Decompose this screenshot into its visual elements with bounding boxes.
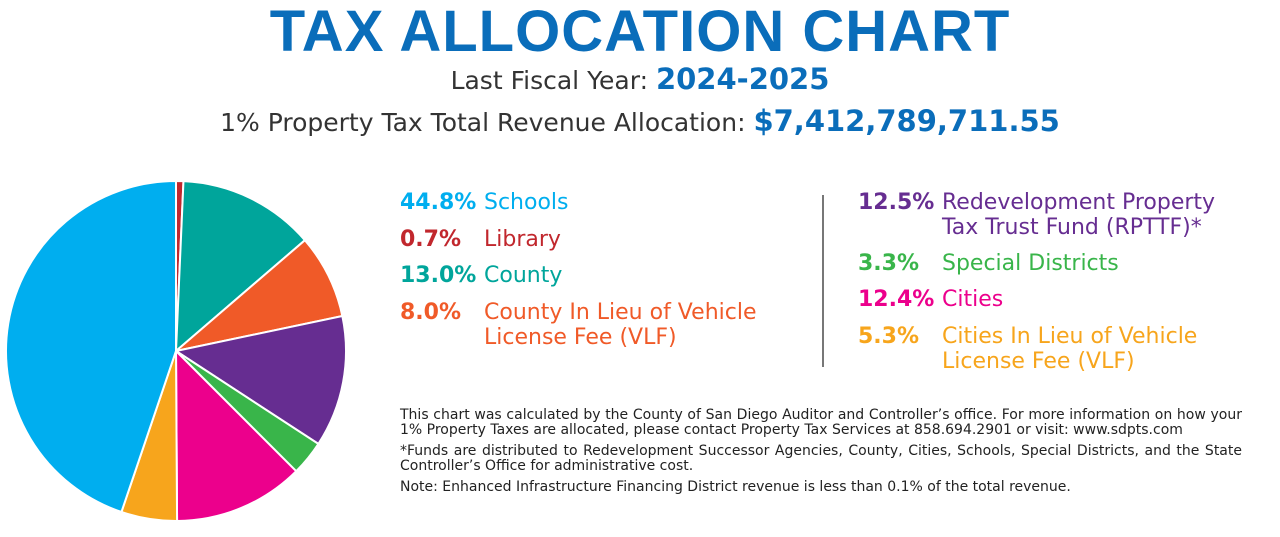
pie-slice-redevelopment-property-tax-trust-fund-rpttf <box>173 314 347 446</box>
pie-slice-cities <box>174 348 298 523</box>
legend-percent: 8.0% <box>400 300 462 325</box>
pie-slice-county <box>174 180 307 354</box>
legend-divider <box>822 195 824 367</box>
footnotes: This chart was calculated by the County … <box>400 408 1242 501</box>
chart-title: TAX ALLOCATION CHART <box>269 0 1011 64</box>
fiscal-year-label: Last Fiscal Year: <box>450 66 648 95</box>
total-revenue-value: $7,412,789,711.55 <box>753 104 1060 138</box>
legend-label: Special Districts <box>942 251 1119 276</box>
pie-slice-schools <box>5 179 177 514</box>
legend-label: Redevelopment Property <box>942 190 1216 215</box>
pie-chart <box>5 179 347 523</box>
legend-label: Schools <box>484 190 569 215</box>
fiscal-year: Last Fiscal Year: 2024-2025 <box>0 62 1280 96</box>
legend-label: County <box>484 263 563 288</box>
legend-label: License Fee (VLF) <box>942 349 1135 374</box>
legend-label: Library <box>484 227 561 252</box>
fiscal-year-value: 2024-2025 <box>655 62 830 96</box>
legend-percent: 13.0% <box>400 263 477 288</box>
legend-percent: 12.5% <box>858 190 935 215</box>
legend-label: Cities In Lieu of Vehicle <box>942 324 1198 349</box>
total-revenue-label: 1% Property Tax Total Revenue Allocation… <box>220 108 746 137</box>
legend-percent: 12.4% <box>858 287 935 312</box>
legend-percent: 3.3% <box>858 251 920 276</box>
note-rpttf: *Funds are distributed to Redevelopment … <box>400 443 1242 474</box>
legend-label: Cities <box>942 287 1004 312</box>
note-eifd: Note: Enhanced Infrastructure Financing … <box>400 479 1071 495</box>
legend-percent: 5.3% <box>858 324 920 349</box>
note-source: This chart was calculated by the County … <box>400 407 1242 438</box>
legend-label: License Fee (VLF) <box>484 325 677 350</box>
legend-percent: 44.8% <box>400 190 477 215</box>
legend-label: County In Lieu of Vehicle <box>484 300 757 325</box>
legend-percent: 0.7% <box>400 227 462 252</box>
total-revenue: 1% Property Tax Total Revenue Allocation… <box>0 104 1280 138</box>
legend-label: Tax Trust Fund (RPTTF)* <box>942 215 1202 240</box>
